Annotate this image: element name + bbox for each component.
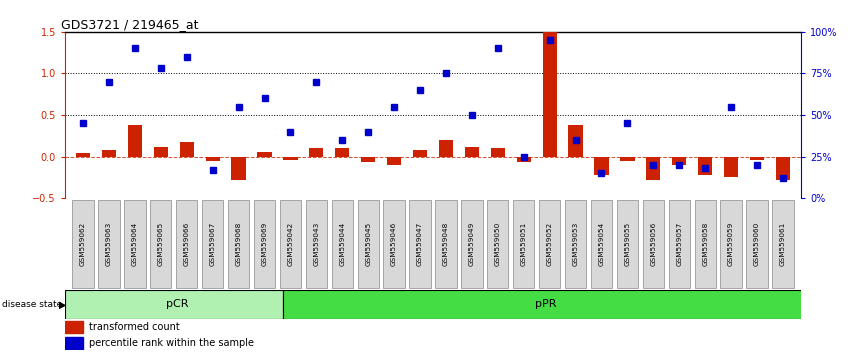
- Text: GSM559062: GSM559062: [80, 221, 86, 266]
- Text: GSM559045: GSM559045: [365, 221, 372, 266]
- FancyBboxPatch shape: [669, 200, 690, 287]
- FancyBboxPatch shape: [462, 200, 482, 287]
- FancyBboxPatch shape: [513, 200, 534, 287]
- Bar: [465, 147, 479, 156]
- Text: GDS3721 / 219465_at: GDS3721 / 219465_at: [61, 18, 199, 31]
- Bar: [309, 148, 324, 156]
- FancyBboxPatch shape: [721, 200, 741, 287]
- Bar: [361, 156, 375, 162]
- Bar: [646, 156, 661, 180]
- Text: GSM559068: GSM559068: [236, 221, 242, 266]
- Text: ▶: ▶: [59, 299, 67, 309]
- Text: GSM559058: GSM559058: [702, 221, 708, 266]
- FancyBboxPatch shape: [746, 200, 767, 287]
- FancyBboxPatch shape: [772, 200, 793, 287]
- Bar: [620, 156, 635, 161]
- FancyBboxPatch shape: [125, 200, 145, 287]
- Text: pPR: pPR: [535, 299, 557, 309]
- Text: GSM559051: GSM559051: [520, 221, 527, 266]
- Text: GSM559047: GSM559047: [417, 221, 423, 266]
- Bar: [672, 156, 687, 165]
- Bar: [283, 156, 298, 160]
- FancyBboxPatch shape: [488, 200, 508, 287]
- Text: GSM559053: GSM559053: [572, 221, 578, 266]
- FancyBboxPatch shape: [358, 200, 378, 287]
- Text: GSM559069: GSM559069: [262, 221, 268, 266]
- Bar: [128, 125, 142, 156]
- Text: GSM559043: GSM559043: [313, 221, 320, 266]
- Text: GSM559067: GSM559067: [210, 221, 216, 266]
- Bar: [76, 153, 90, 156]
- Text: GSM559050: GSM559050: [494, 221, 501, 266]
- FancyBboxPatch shape: [280, 200, 301, 287]
- Text: GSM559044: GSM559044: [339, 221, 346, 266]
- Text: GSM559066: GSM559066: [184, 221, 190, 266]
- Text: GSM559056: GSM559056: [650, 221, 656, 266]
- Bar: [154, 147, 168, 156]
- Text: GSM559054: GSM559054: [598, 221, 604, 266]
- Bar: [413, 150, 427, 156]
- Text: disease state: disease state: [2, 300, 62, 309]
- Text: GSM559063: GSM559063: [106, 221, 112, 266]
- Bar: [65, 337, 82, 349]
- FancyBboxPatch shape: [617, 200, 638, 287]
- FancyBboxPatch shape: [202, 200, 223, 287]
- Text: GSM559057: GSM559057: [676, 221, 682, 266]
- Bar: [491, 148, 505, 156]
- FancyBboxPatch shape: [410, 200, 430, 287]
- Bar: [65, 321, 82, 333]
- FancyBboxPatch shape: [99, 200, 120, 287]
- FancyBboxPatch shape: [150, 200, 171, 287]
- Bar: [594, 156, 609, 175]
- Bar: [231, 156, 246, 180]
- Bar: [102, 150, 116, 156]
- Bar: [750, 156, 764, 160]
- FancyBboxPatch shape: [306, 200, 327, 287]
- Bar: [179, 142, 194, 156]
- Text: GSM559065: GSM559065: [158, 221, 164, 266]
- Text: GSM559059: GSM559059: [728, 221, 734, 266]
- FancyBboxPatch shape: [228, 200, 249, 287]
- Bar: [257, 152, 272, 156]
- Bar: [724, 156, 738, 177]
- Bar: [439, 140, 453, 156]
- Text: GSM559061: GSM559061: [780, 221, 786, 266]
- Text: GSM559048: GSM559048: [443, 221, 449, 266]
- FancyBboxPatch shape: [695, 200, 716, 287]
- Bar: [387, 156, 401, 165]
- Bar: [282, 290, 819, 319]
- Text: GSM559046: GSM559046: [391, 221, 397, 266]
- Bar: [542, 32, 557, 156]
- Bar: [698, 156, 712, 175]
- Text: GSM559042: GSM559042: [288, 221, 294, 266]
- FancyBboxPatch shape: [176, 200, 197, 287]
- FancyBboxPatch shape: [539, 200, 560, 287]
- Text: GSM559064: GSM559064: [132, 221, 138, 266]
- FancyBboxPatch shape: [254, 200, 275, 287]
- Text: percentile rank within the sample: percentile rank within the sample: [88, 338, 254, 348]
- Text: GSM559052: GSM559052: [546, 221, 553, 266]
- Bar: [335, 148, 349, 156]
- FancyBboxPatch shape: [565, 200, 586, 287]
- Bar: [205, 156, 220, 161]
- Bar: [776, 156, 790, 180]
- Bar: [65, 290, 282, 319]
- FancyBboxPatch shape: [384, 200, 404, 287]
- FancyBboxPatch shape: [436, 200, 456, 287]
- Text: GSM559049: GSM559049: [469, 221, 475, 266]
- FancyBboxPatch shape: [591, 200, 612, 287]
- Bar: [517, 156, 531, 162]
- Text: pCR: pCR: [166, 299, 189, 309]
- FancyBboxPatch shape: [73, 200, 94, 287]
- FancyBboxPatch shape: [643, 200, 664, 287]
- FancyBboxPatch shape: [332, 200, 353, 287]
- Text: GSM559060: GSM559060: [754, 221, 760, 266]
- Text: transformed count: transformed count: [88, 322, 179, 332]
- Bar: [568, 125, 583, 156]
- Text: GSM559055: GSM559055: [624, 221, 630, 266]
